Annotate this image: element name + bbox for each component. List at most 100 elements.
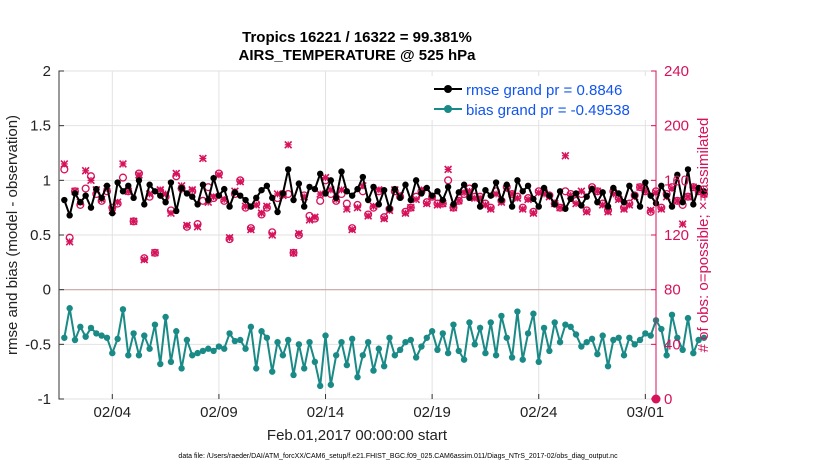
bias-point (546, 347, 553, 355)
bias-point (508, 354, 516, 361)
rmse-point (647, 192, 654, 199)
rmse-point (514, 177, 521, 184)
rmse-point (253, 194, 260, 202)
rmse-point (487, 192, 494, 199)
bias-point (391, 352, 399, 359)
obs-assimilated-point (257, 209, 266, 218)
bias-point (674, 334, 681, 341)
rmse-point (61, 196, 68, 204)
rmse-point (141, 201, 148, 208)
bias-point (167, 358, 175, 366)
obs-assimilated-point (268, 231, 277, 239)
obs-assimilated-point (636, 183, 644, 192)
obs-assimilated-point (172, 169, 181, 178)
rmse-point (125, 182, 132, 189)
y-tick-label-left: 0.5 (30, 227, 51, 244)
rmse-point (444, 183, 452, 191)
rmse-point (412, 177, 420, 184)
obs-assimilated-point (262, 202, 271, 211)
bias-point (434, 346, 441, 353)
bias-point (125, 352, 132, 359)
rmse-point (428, 192, 436, 199)
rmse-point (578, 202, 585, 209)
obs-possible-point (316, 196, 325, 205)
bias-point (109, 349, 116, 357)
obs-assimilated-point (657, 205, 666, 213)
obs-assimilated-point (294, 229, 303, 238)
obs-assimilated-point (369, 202, 378, 211)
rmse-point (279, 190, 287, 197)
y-tick-label-right: 200 (664, 118, 689, 135)
rmse-point (354, 185, 361, 193)
rmse-point (658, 182, 665, 189)
rmse-point (407, 196, 415, 204)
bias-point (418, 343, 425, 350)
obs-assimilated-point (620, 205, 628, 213)
rmse-point (695, 184, 702, 192)
obs-assimilated-point (310, 213, 319, 222)
rmse-point (530, 195, 537, 203)
obs-assimilated-point (353, 203, 362, 212)
rmse-point (482, 186, 489, 194)
bias-point (242, 345, 249, 352)
y-tick-label-left: 1 (43, 172, 51, 189)
bias-point (141, 332, 148, 339)
bias-point (615, 334, 622, 341)
bias-point (157, 360, 164, 368)
rmse-point (93, 185, 100, 193)
obs-assimilated-point (193, 222, 202, 231)
rmse-point (471, 182, 478, 189)
rmse-point (66, 212, 73, 219)
bias-point (412, 354, 420, 361)
legend-label-rmse: rmse grand pr = 0.8846 (466, 82, 622, 99)
rmse-point (508, 203, 516, 210)
rmse-point (375, 201, 383, 208)
obs-assimilated-point (134, 170, 143, 179)
rmse-point (524, 182, 532, 189)
obs-assimilated-point (364, 211, 373, 220)
rmse-point (285, 166, 292, 173)
rmse-point (300, 203, 308, 210)
y-tick-label-right: 160 (664, 172, 689, 189)
bias-point (647, 332, 654, 339)
rmse-point (503, 181, 510, 188)
bias-point (642, 330, 649, 337)
bias-point (658, 325, 665, 333)
bias-point (588, 335, 596, 343)
bias-point (444, 349, 452, 357)
bias-point (279, 352, 287, 359)
y-tick-label-left: 2 (43, 63, 51, 80)
grid (59, 70, 656, 400)
obs-assimilated-point (209, 192, 218, 201)
x-tick-label: 02/09 (200, 404, 238, 421)
obs-assimilated-point (60, 159, 69, 168)
y-axis-left-label: rmse and bias (model - observation) (4, 115, 21, 355)
obs-assimilated-point (406, 203, 415, 212)
rmse-point (626, 182, 633, 189)
rmse-point (258, 186, 265, 194)
rmse-point (82, 192, 89, 199)
rmse-point (402, 181, 409, 188)
bias-point (450, 321, 457, 328)
rmse-point (636, 203, 644, 210)
rmse-point (194, 201, 201, 208)
rmse-point (109, 209, 116, 217)
rmse-point (269, 194, 276, 202)
rmse-point (599, 189, 606, 196)
rmse-point (87, 204, 95, 211)
rmse-point (290, 196, 297, 204)
bias-point (482, 349, 489, 357)
rmse-point (364, 196, 372, 204)
y-tick-label-left: 0 (43, 282, 51, 299)
bias-point (556, 338, 564, 346)
bias-point (205, 345, 212, 352)
bias-point (423, 334, 430, 341)
bias-point (471, 341, 478, 348)
rmse-point (434, 188, 441, 195)
bias-point (82, 333, 89, 340)
x-tick-label: 02/04 (94, 404, 132, 421)
bias-point (599, 332, 606, 339)
bias-point (354, 373, 361, 381)
rmse-point (380, 186, 388, 194)
